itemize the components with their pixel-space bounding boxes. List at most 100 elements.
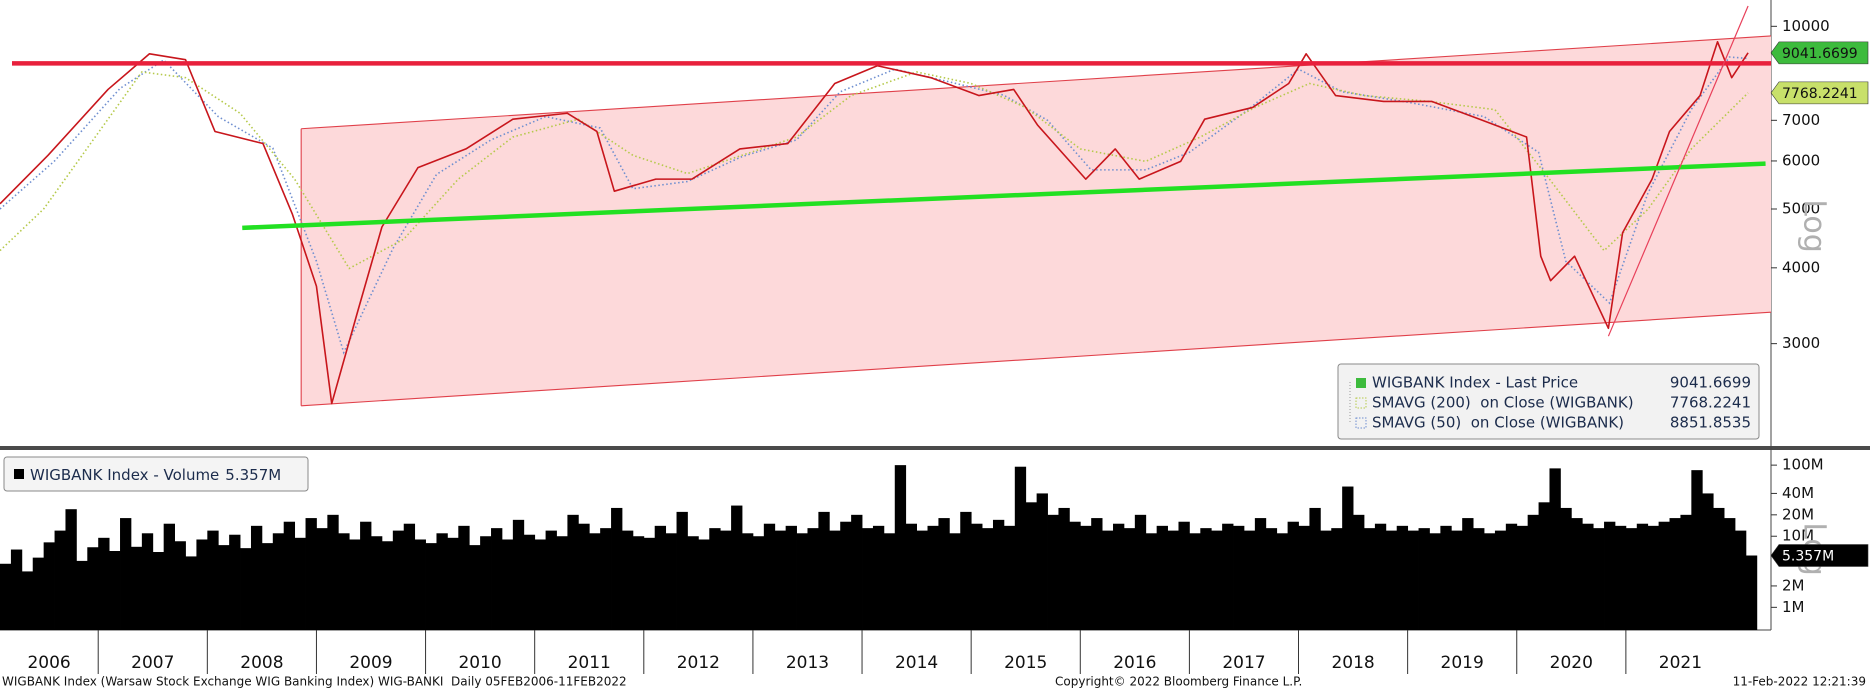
volume-bar xyxy=(43,542,55,630)
volume-bar xyxy=(283,521,296,630)
x-tick-label: 2007 xyxy=(131,653,174,673)
x-tick-label: 2015 xyxy=(1004,653,1047,673)
volume-bar xyxy=(1134,514,1147,630)
volume-bar xyxy=(1091,518,1103,630)
volume-bar xyxy=(1243,530,1256,630)
panel-separator xyxy=(0,446,1870,450)
volume-bar xyxy=(949,533,961,630)
volume-bar xyxy=(894,465,907,630)
legend-value: 9041.6699 xyxy=(1670,374,1751,392)
volume-bar xyxy=(731,505,743,630)
volume-bar xyxy=(1691,470,1703,630)
volume-bar xyxy=(414,539,426,630)
volume-bar xyxy=(1113,523,1125,630)
y-axis-label: Log xyxy=(1797,199,1832,253)
x-tick-label: 2017 xyxy=(1222,653,1265,673)
y-tick-label: 6000 xyxy=(1782,151,1820,169)
volume-bar xyxy=(1625,528,1638,630)
volume-bar xyxy=(425,543,437,630)
volume-bar xyxy=(829,530,841,630)
volume-bar xyxy=(480,536,492,630)
volume-bar xyxy=(654,525,667,630)
volume-bar xyxy=(87,547,99,630)
volume-bar xyxy=(371,536,383,630)
x-tick-label: 2010 xyxy=(458,653,501,673)
volume-bar xyxy=(785,525,797,630)
volume-bar xyxy=(1222,523,1234,630)
volume-plot xyxy=(0,465,1758,630)
legend-marker xyxy=(1355,417,1367,429)
volume-bar xyxy=(458,525,470,630)
volume-bar xyxy=(338,533,350,630)
x-tick-label: 2016 xyxy=(1113,653,1156,673)
volume-bar xyxy=(1331,528,1343,630)
volume-bar xyxy=(1374,523,1387,630)
last-value-tag xyxy=(1770,81,1869,105)
volume-bar xyxy=(1451,530,1463,630)
volume-bar xyxy=(643,537,656,630)
trend-line xyxy=(1607,5,1749,337)
legend-box xyxy=(1337,363,1760,440)
volume-bar xyxy=(152,552,165,630)
volume-bar xyxy=(1440,525,1452,630)
y-tick-label: 20M xyxy=(1782,505,1814,523)
volume-bar xyxy=(294,537,306,630)
volume-bar xyxy=(1604,521,1616,630)
volume-bar xyxy=(65,509,77,630)
volume-bar xyxy=(32,557,45,630)
volume-bar xyxy=(1571,518,1583,630)
volume-bar xyxy=(512,519,525,630)
volume-bar xyxy=(567,514,579,630)
volume-bar xyxy=(1734,530,1747,630)
volume-bar xyxy=(1167,530,1179,630)
legend-name: WIGBANK Index - Volume xyxy=(30,466,219,484)
x-tick-label: 2014 xyxy=(895,653,938,673)
x-tick-label: 2012 xyxy=(677,653,720,673)
volume-bar xyxy=(403,523,416,630)
volume-bar xyxy=(54,530,66,630)
trend-line xyxy=(242,161,1766,231)
volume-bar xyxy=(1745,555,1758,630)
volume-bar xyxy=(556,536,568,630)
legend-label: WIGBANK Index - Volume 5.357M xyxy=(30,466,281,484)
volume-bar xyxy=(807,528,819,630)
channel-edge xyxy=(301,311,1771,407)
volume-bar xyxy=(1713,507,1725,630)
volume-bar xyxy=(1505,523,1518,630)
volume-bar xyxy=(1582,523,1594,630)
volume-bar xyxy=(960,511,972,630)
volume-bar xyxy=(1462,518,1474,630)
volume-bar xyxy=(229,534,241,630)
volume-bar xyxy=(381,541,394,630)
volume-bar xyxy=(1320,530,1332,630)
legend-value: 8851.8535 xyxy=(1670,414,1751,432)
volume-bar xyxy=(1025,502,1038,630)
volume-bar xyxy=(1342,486,1354,630)
last-value-tag xyxy=(1770,544,1869,567)
channel-edge xyxy=(301,35,1771,130)
footer-right: 11-Feb-2022 12:21:39 xyxy=(1733,675,1866,689)
volume-bar xyxy=(109,550,121,630)
volume-bar xyxy=(709,528,721,630)
volume-bar xyxy=(207,530,219,630)
volume-bar xyxy=(578,523,590,630)
volume-bar xyxy=(1156,525,1168,630)
volume-bar xyxy=(621,530,634,630)
legend-box xyxy=(3,456,309,492)
y-tick-label: 100M xyxy=(1782,456,1824,474)
volume-bar xyxy=(982,528,994,630)
volume-bar xyxy=(938,518,950,630)
x-tick-label: 2020 xyxy=(1550,653,1593,673)
volume-bar xyxy=(141,533,154,630)
volume-bar xyxy=(883,533,896,630)
y-tick-label: 7000 xyxy=(1782,111,1820,129)
volume-bar xyxy=(436,533,448,630)
volume-bar xyxy=(992,519,1005,630)
volume-bar xyxy=(1636,523,1649,630)
volume-bar xyxy=(1123,528,1136,630)
moving-average-line xyxy=(0,56,1749,355)
volume-bar xyxy=(163,523,175,630)
y-tick-label: 2M xyxy=(1782,576,1805,594)
volume-bar xyxy=(261,543,274,630)
